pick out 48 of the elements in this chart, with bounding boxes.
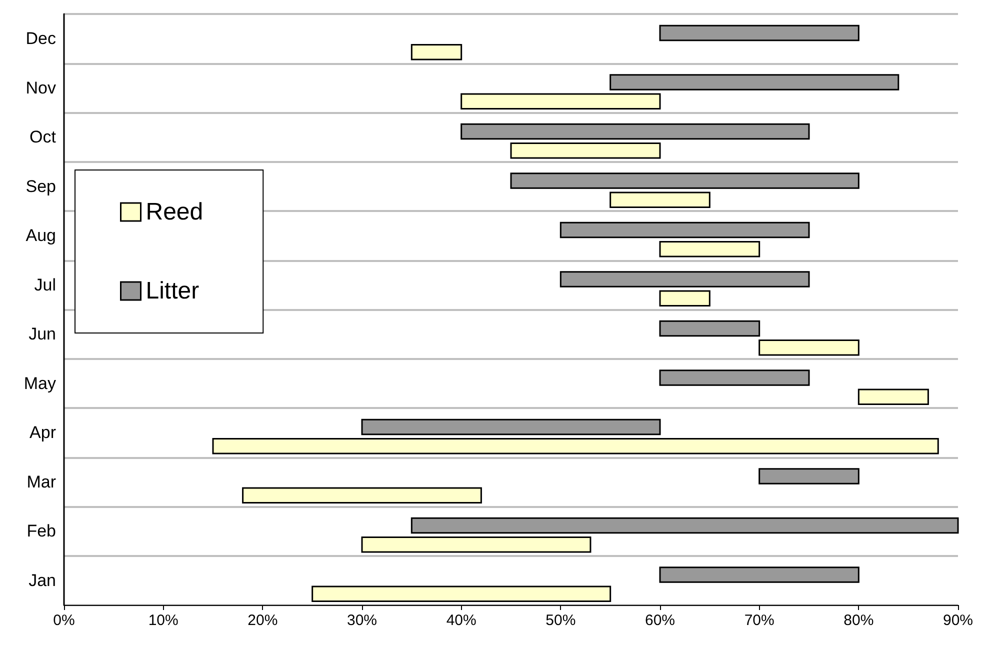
- y-tick-label: Oct: [30, 128, 56, 147]
- bar: [510, 142, 661, 159]
- x-tick-label: 80%: [844, 612, 874, 629]
- bar: [659, 320, 760, 337]
- bar: [659, 566, 860, 583]
- y-tick-label: Dec: [26, 29, 56, 48]
- bar: [460, 93, 661, 110]
- bar: [610, 74, 900, 90]
- bar: [242, 487, 482, 504]
- y-tick-label: Mar: [26, 472, 56, 492]
- bar: [212, 438, 939, 454]
- bar: [659, 370, 810, 386]
- y-tick-label: Jun: [28, 324, 56, 344]
- bar: [560, 222, 810, 238]
- bar: [510, 172, 860, 189]
- bar: [361, 418, 661, 436]
- bar: [410, 44, 462, 60]
- bar: [560, 271, 810, 288]
- bar: [858, 388, 929, 406]
- bar: [610, 192, 710, 208]
- bar: [361, 536, 592, 553]
- y-tick-label: Sep: [26, 176, 56, 196]
- bar: [659, 290, 710, 307]
- x-tick-label: 20%: [248, 612, 278, 629]
- bar: [410, 517, 959, 534]
- y-tick-label: Nov: [26, 78, 56, 98]
- bar: [758, 468, 860, 484]
- x-tick-label: 10%: [148, 612, 178, 629]
- y-tick-label: Jul: [34, 275, 56, 294]
- y-tick-label: Aug: [26, 226, 56, 246]
- y-tick-label: Feb: [26, 522, 56, 541]
- bar: [659, 241, 760, 258]
- bar: [312, 586, 612, 602]
- x-tick-label: 40%: [446, 612, 476, 629]
- x-tick-label: 90%: [942, 612, 974, 629]
- bar: [460, 123, 810, 140]
- bar: [659, 24, 860, 42]
- x-tick-label: 0%: [53, 612, 75, 629]
- y-tick-label: Jan: [28, 570, 56, 590]
- x-tick-label: 70%: [744, 612, 774, 629]
- legend-label: Reed: [146, 198, 204, 226]
- legend-label: Litter: [146, 278, 200, 304]
- x-tick-label: 30%: [346, 612, 378, 629]
- bar: [758, 340, 860, 356]
- y-tick-label: Apr: [30, 423, 56, 442]
- x-tick-label: 50%: [546, 612, 576, 629]
- x-tick-label: 60%: [644, 612, 676, 629]
- y-tick-label: May: [24, 374, 56, 393]
